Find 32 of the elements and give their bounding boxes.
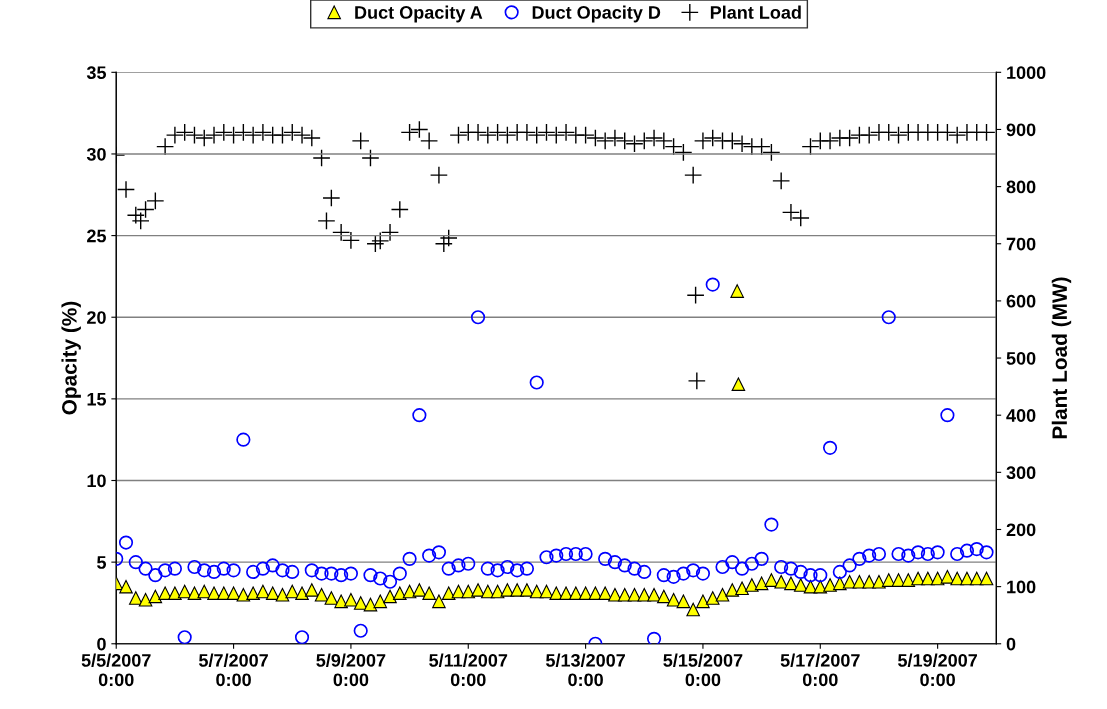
y2-tick-label: 0 bbox=[1006, 637, 1016, 651]
y2-tick-label: 1000 bbox=[1007, 66, 1046, 80]
x-tick-label: 5/19/2007 0:00 bbox=[898, 653, 977, 687]
y2-tick-label: 100 bbox=[1007, 580, 1036, 594]
y-tick-label: 20 bbox=[87, 311, 106, 324]
y2-tick-label: 400 bbox=[1006, 409, 1036, 422]
y2-tick-label: 800 bbox=[1006, 180, 1036, 194]
y2-tick-label: 600 bbox=[1006, 294, 1036, 308]
y2-axis-title: Plant Load (MW) bbox=[1051, 277, 1072, 439]
x-tick-label: 5/13/2007 0:00 bbox=[546, 653, 625, 687]
x-tick-label: 5/15/2007 0:00 bbox=[663, 653, 743, 687]
y-tick-label: 10 bbox=[87, 474, 106, 488]
x-tick-label: 5/9/2007 0:00 bbox=[316, 653, 386, 687]
x-tick-label: 5/5/2007 0:00 bbox=[81, 653, 151, 687]
y-tick-label: 15 bbox=[87, 392, 107, 406]
y-tick-label: 0 bbox=[97, 637, 106, 651]
x-tick-label: 5/7/2007 0:00 bbox=[198, 653, 268, 687]
y-tick-label: 5 bbox=[97, 556, 107, 569]
y2-tick-label: 200 bbox=[1006, 523, 1036, 537]
x-tick-label: 5/11/2007 0:00 bbox=[429, 653, 508, 687]
y-tick-label: 30 bbox=[86, 147, 106, 161]
y2-tick-label: 300 bbox=[1006, 466, 1036, 480]
legend-label: Duct Opacity A bbox=[355, 5, 483, 23]
y-tick-label: 35 bbox=[86, 66, 107, 80]
legend-label: Plant Load bbox=[710, 5, 801, 19]
y-tick-label: 25 bbox=[87, 229, 107, 243]
x-tick-label: 5/17/2007 0:00 bbox=[780, 653, 860, 687]
y2-tick-label: 900 bbox=[1006, 123, 1036, 137]
y2-tick-label: 500 bbox=[1006, 351, 1036, 365]
y-axis-title: Opacity (%) bbox=[61, 301, 81, 415]
legend-label: Duct Opacity D bbox=[532, 5, 661, 23]
y2-tick-label: 700 bbox=[1006, 237, 1036, 251]
